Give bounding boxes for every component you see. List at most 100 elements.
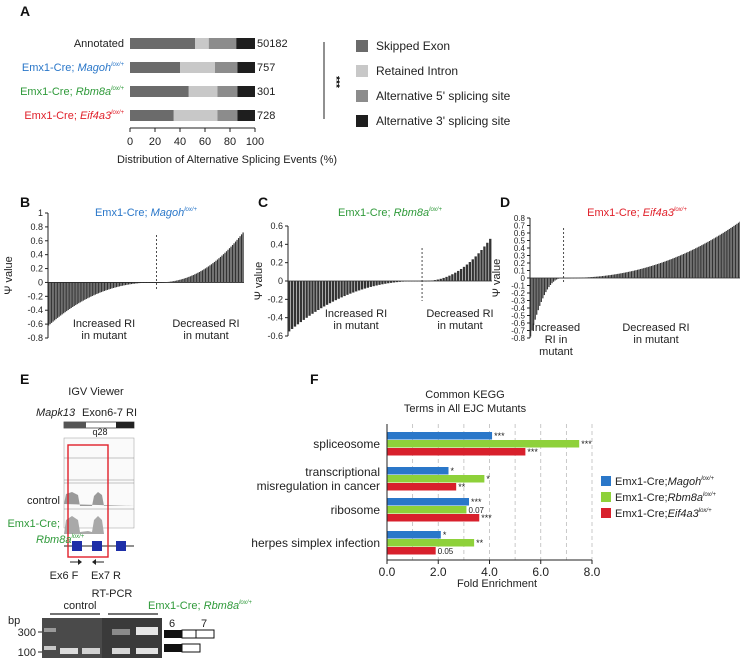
- psi-bar: [545, 278, 547, 293]
- psi-bar: [384, 281, 387, 284]
- psi-bar: [121, 282, 124, 286]
- psi-bar: [457, 270, 460, 281]
- panel-label-b: B: [20, 194, 30, 210]
- psi-bar: [635, 270, 637, 278]
- psi-bar: [136, 282, 139, 284]
- psi-bar: [711, 239, 714, 278]
- psi-bar: [141, 282, 143, 283]
- stacked-segment: [130, 110, 174, 121]
- region-label-decreased: Decreased RI: [426, 308, 493, 320]
- gel-diagram-exon7-lower: [181, 643, 201, 653]
- psi-bar: [144, 282, 146, 283]
- psi-bar: [314, 281, 317, 312]
- psi-bar: [489, 238, 492, 281]
- psi-bar: [626, 272, 628, 278]
- psi-bar: [486, 242, 489, 281]
- enrichment-bar: [387, 432, 493, 440]
- psi-bar: [695, 248, 697, 278]
- psi-bar: [212, 263, 214, 283]
- y-axis-label: Ψ value: [3, 256, 15, 295]
- y-tick-label: 0.2: [30, 264, 43, 274]
- psi-bar: [623, 272, 625, 278]
- panel-a-x-axis-label: Distribution of Alternative Splicing Eve…: [117, 154, 337, 166]
- psi-bar: [641, 268, 643, 278]
- y-tick-label: 0: [38, 277, 43, 287]
- psi-bar: [401, 281, 404, 282]
- psi-bar: [736, 223, 738, 278]
- psi-bar: [152, 282, 154, 283]
- psi-bar: [702, 244, 704, 278]
- psi-bar: [103, 282, 105, 291]
- legend-label: Retained Intron: [376, 64, 458, 78]
- stacked-segment: [237, 86, 255, 97]
- psi-bar: [108, 282, 110, 290]
- psi-bar: [173, 281, 175, 283]
- psi-bar: [557, 278, 559, 279]
- psi-bar: [591, 277, 593, 278]
- psi-bar: [170, 281, 172, 283]
- x-tick-label: 60: [199, 136, 211, 148]
- gel-mutant-allele: lox/+: [239, 600, 252, 606]
- psi-bar: [737, 222, 740, 278]
- chart-title-allele: lox/+: [184, 207, 197, 213]
- psi-bar: [49, 282, 51, 325]
- psi-bar: [451, 274, 454, 281]
- psi-bar: [161, 282, 163, 283]
- psi-bar: [710, 240, 712, 278]
- region-label-increased: in mutant: [333, 320, 378, 332]
- psi-bar: [713, 238, 715, 278]
- psi-bar: [637, 269, 639, 278]
- y-tick-label: -0.6: [511, 319, 525, 328]
- psi-bar: [206, 267, 208, 283]
- x-tick-label: 40: [174, 136, 186, 148]
- psi-bar: [698, 246, 700, 278]
- psi-bar: [138, 282, 140, 284]
- category-label: herpes simplex infection: [251, 536, 380, 550]
- psi-bar: [427, 280, 431, 282]
- psi-bar: [363, 281, 367, 289]
- psi-bar: [200, 271, 202, 283]
- psi-bar: [165, 282, 167, 283]
- chart-title-gene: Magoh: [151, 207, 185, 219]
- significance-label: 0.05: [438, 547, 454, 556]
- significance-label: **: [476, 538, 484, 548]
- row-label: Emx1-Cre; Rbm8alox/+: [20, 86, 124, 98]
- legend-swatch: [356, 90, 368, 102]
- psi-bar: [690, 250, 692, 278]
- psi-bar: [176, 280, 178, 283]
- stacked-segment: [217, 86, 238, 97]
- psi-bar: [413, 281, 416, 282]
- psi-bar: [661, 262, 663, 278]
- significance-label: ***: [481, 513, 492, 523]
- legend-label-allele: lox/+: [699, 508, 712, 514]
- psi-bar: [381, 281, 384, 285]
- psi-bar: [480, 249, 483, 281]
- y-axis-label: Ψ value: [491, 259, 503, 298]
- psi-bar: [222, 254, 225, 283]
- psi-bar: [102, 282, 104, 292]
- psi-bar: [366, 281, 370, 288]
- psi-bar: [129, 282, 131, 285]
- psi-bar: [548, 278, 550, 288]
- psi-bar: [656, 264, 659, 278]
- psi-bar: [684, 253, 686, 278]
- psi-bar: [612, 274, 614, 278]
- psi-bar: [124, 282, 127, 286]
- psi-bar: [672, 258, 674, 278]
- psi-bar: [126, 282, 128, 285]
- psi-bar: [653, 265, 656, 278]
- psi-bar: [290, 281, 294, 329]
- psi-bar: [106, 282, 109, 290]
- igv-mutant-label-prefix: Emx1-Cre;: [7, 518, 60, 530]
- gel-title: RT-PCR: [92, 588, 133, 600]
- psi-bar: [629, 271, 631, 278]
- psi-bar: [598, 276, 601, 278]
- igv-exon-6: [72, 541, 82, 551]
- stacked-segment: [130, 38, 195, 49]
- psi-bar: [58, 282, 60, 317]
- psi-bar: [718, 235, 720, 278]
- psi-bar: [78, 282, 80, 304]
- psi-bar: [79, 282, 81, 303]
- psi-bar: [168, 281, 170, 283]
